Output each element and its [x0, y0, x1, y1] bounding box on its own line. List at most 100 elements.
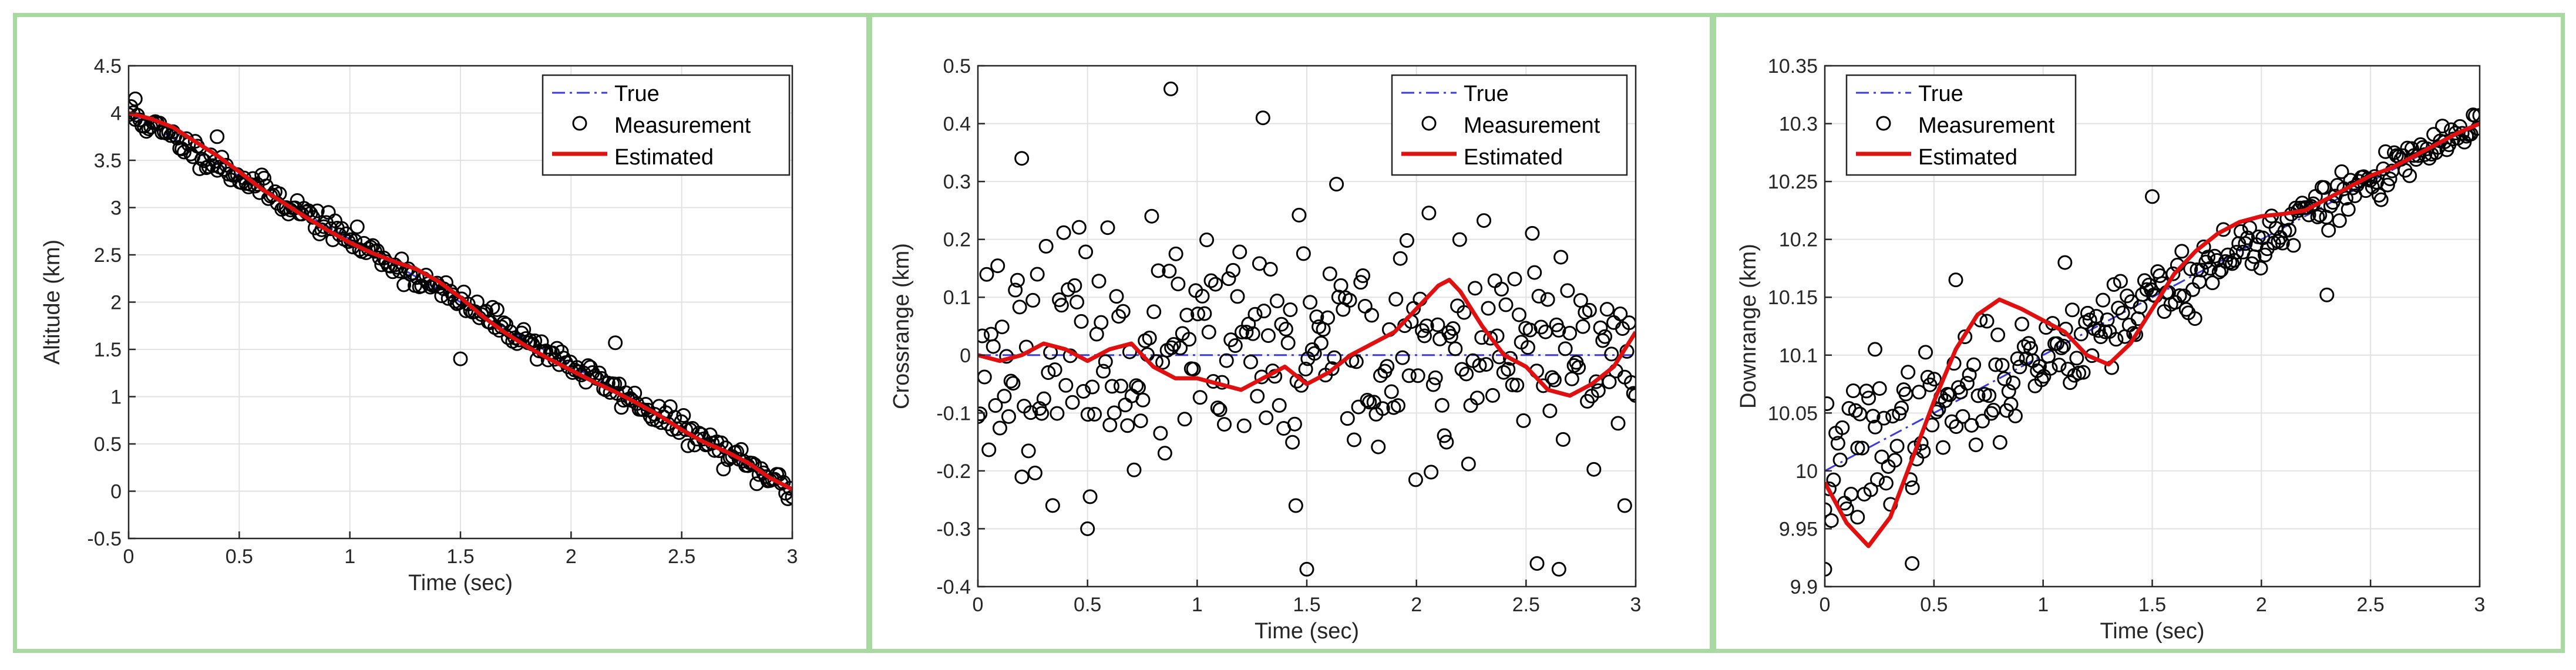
- measurement-point: [2064, 302, 2080, 318]
- measurement-point: [2286, 238, 2301, 253]
- measurement-point: [1340, 411, 1355, 426]
- measurement-point: [1894, 400, 1909, 416]
- measurement-point: [992, 420, 1007, 436]
- y-tick-label: 1.5: [94, 339, 122, 361]
- measurement-point: [1041, 365, 1056, 380]
- measurement-point: [1078, 244, 1094, 260]
- x-tick-label: 1.5: [446, 546, 474, 568]
- measurement-point: [1299, 561, 1314, 577]
- measurement-point: [1384, 384, 1399, 399]
- measurement-point: [1098, 354, 1113, 369]
- measurement-point: [978, 406, 988, 422]
- measurement-point: [1459, 366, 1474, 382]
- measurement-point: [1232, 244, 1247, 260]
- measurement-point: [1080, 407, 1095, 422]
- y-tick-label: -0.4: [936, 576, 971, 598]
- measurement-point: [1120, 418, 1135, 433]
- measurement-point: [1259, 410, 1274, 425]
- measurement-point: [1826, 472, 1841, 487]
- measurement-point: [2229, 245, 2244, 260]
- measurement-point: [489, 302, 505, 317]
- measurement-point: [2096, 292, 2111, 308]
- measurement-point: [1424, 464, 1439, 480]
- y-tick-label: -0.3: [936, 518, 971, 540]
- measurement-point: [2108, 332, 2124, 347]
- measurement-point: [1525, 225, 1540, 241]
- measurement-point: [2303, 198, 2319, 214]
- measurement-point: [1239, 325, 1254, 340]
- measurement-point: [1292, 207, 1307, 223]
- measurement-point: [1023, 405, 1038, 420]
- measurement-point: [1920, 369, 1935, 385]
- measurement-point: [1096, 363, 1111, 379]
- measurement-point: [1347, 432, 1362, 447]
- measurement-point: [1021, 443, 1036, 459]
- x-tick-label: 2.5: [668, 546, 695, 568]
- measurement-point: [1511, 307, 1526, 322]
- measurement-point: [1540, 292, 1555, 307]
- measurement-point: [1221, 271, 1236, 287]
- measurement-point: [2211, 264, 2227, 280]
- y-tick-label: 1: [110, 386, 122, 409]
- measurement-point: [1287, 416, 1302, 432]
- measurement-point: [1085, 379, 1100, 395]
- y-tick-label: 9.9: [1790, 576, 1818, 598]
- measurement-point: [1911, 385, 1926, 400]
- measurement-point: [1146, 304, 1162, 319]
- y-axis-label: Downrange (km): [1736, 244, 1761, 409]
- measurement-point: [310, 203, 325, 218]
- y-tick-label: 10.15: [1768, 287, 1818, 309]
- measurement-point: [1269, 294, 1284, 309]
- measurement-point: [1058, 378, 1074, 393]
- measurement-point: [2310, 209, 2325, 224]
- measurement-point: [2034, 372, 2049, 388]
- measurement-point: [1100, 220, 1115, 235]
- measurement-point: [1472, 358, 1487, 373]
- y-axis-label: Crossrange (km): [889, 243, 914, 409]
- measurement-point: [257, 170, 272, 186]
- measurement-point: [2015, 317, 2030, 332]
- measurement-point: [1186, 362, 1201, 377]
- measurement-point: [1868, 419, 1883, 435]
- measurement-point: [2091, 323, 2106, 338]
- measurement-point: [2319, 287, 2335, 302]
- measurement-point: [1320, 310, 1336, 325]
- x-tick-label: 2.5: [1512, 594, 1540, 616]
- measurement-point: [1599, 302, 1615, 317]
- measurement-point: [608, 335, 623, 351]
- measurement-point: [1867, 342, 1882, 357]
- legend-label: Estimated: [614, 145, 714, 170]
- measurement-point: [469, 294, 485, 309]
- measurement-point: [1555, 432, 1571, 447]
- measurement-point: [1832, 452, 1848, 467]
- y-tick-label: -0.2: [936, 460, 971, 483]
- measurement-point: [1958, 329, 1973, 345]
- measurement-point: [1617, 498, 1632, 513]
- measurement-point: [1217, 417, 1232, 432]
- measurement-point: [1228, 338, 1243, 353]
- measurement-point: [994, 319, 1010, 335]
- x-tick-label: 1: [344, 546, 355, 568]
- measurement-point: [1336, 302, 1351, 317]
- measurement-point: [1935, 440, 1951, 455]
- measurement-point: [1071, 220, 1087, 235]
- legend-label: Measurement: [1464, 113, 1600, 138]
- measurement-point: [2192, 274, 2207, 289]
- legend-label: Estimated: [1464, 145, 1563, 170]
- measurement-point: [1226, 262, 1241, 278]
- measurement-point: [1014, 151, 1030, 166]
- measurement-point: [2054, 341, 2069, 356]
- measurement-point: [1356, 268, 1371, 284]
- measurement-point: [1452, 232, 1467, 247]
- measurement-point: [1309, 309, 1324, 325]
- measurement-point: [1036, 391, 1051, 406]
- measurement-point: [1111, 309, 1126, 324]
- measurement-point: [1285, 435, 1300, 450]
- measurement-point: [1477, 213, 1492, 228]
- measurement-point: [1129, 378, 1144, 393]
- measurement-point: [2435, 119, 2450, 134]
- measurement-point: [1034, 406, 1050, 421]
- measurement-point: [1164, 340, 1179, 355]
- measurement-point: [1157, 446, 1172, 461]
- measurement-point: [1968, 437, 1983, 453]
